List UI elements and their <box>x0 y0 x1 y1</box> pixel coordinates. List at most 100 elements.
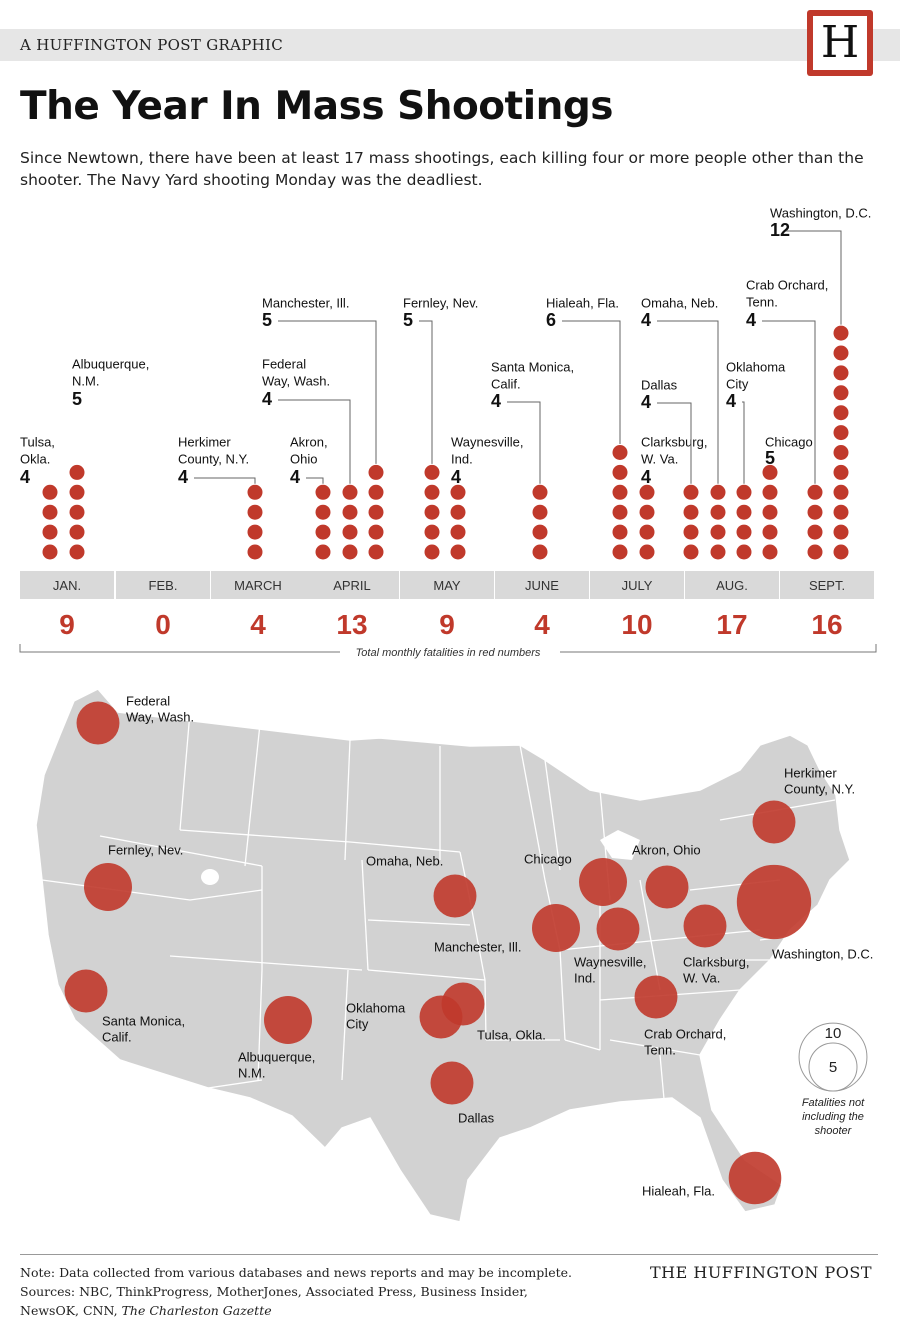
state-border <box>639 879 661 991</box>
incident-count: 4 <box>746 310 756 330</box>
state-border <box>169 955 363 971</box>
incident-city-label: Dallas <box>641 378 678 393</box>
month-total-feb: 0 <box>155 609 171 640</box>
leader-line <box>507 401 541 484</box>
fatality-dot <box>762 464 778 480</box>
fatality-dot <box>612 464 628 480</box>
fatality-dot <box>833 385 849 401</box>
fatality-dot <box>424 464 440 480</box>
fatality-dot <box>639 544 655 560</box>
month-total-sept: 16 <box>811 609 842 640</box>
fatality-dot <box>342 524 358 540</box>
incident-city-label: Manchester, Ill. <box>262 296 349 311</box>
month-label-sept: SEPT. <box>809 578 845 593</box>
incident-city-label: Akron, <box>290 435 328 450</box>
fatality-dot <box>710 524 726 540</box>
fatality-dot <box>368 524 384 540</box>
bubble-label-akron-ohio: Akron, Ohio <box>632 843 701 858</box>
bubble-label-tulsa-okla: Tulsa, Okla. <box>477 1028 546 1043</box>
leader-line <box>278 399 351 484</box>
incident-albuquerque-n-m: Albuquerque, N.M.5 <box>69 357 149 560</box>
footer-divider <box>20 1254 878 1255</box>
incident-count: 12 <box>770 220 790 240</box>
fatality-dot <box>69 504 85 520</box>
bubble-label-herkimer-county-n-y: County, N.Y. <box>784 782 855 797</box>
bubble-fernley-nev <box>84 863 132 911</box>
month-bar-jan <box>20 571 114 599</box>
legend-caption: Fatalities not <box>802 1097 865 1109</box>
fatality-dot <box>532 484 548 500</box>
fatality-dot <box>342 544 358 560</box>
leader-line <box>194 477 256 484</box>
month-label-march: MARCH <box>234 578 282 593</box>
bubble-label-chicago: Chicago <box>524 852 572 867</box>
fatality-dot <box>612 504 628 520</box>
size-legend: 10 5 Fatalities not including the shooter <box>798 1022 868 1137</box>
fatality-dot <box>710 544 726 560</box>
bubble-label-federal-way-wash: Way, Wash. <box>126 710 194 725</box>
fatality-dot <box>833 484 849 500</box>
incident-count: 5 <box>262 310 272 330</box>
month-label-april: APRIL <box>333 578 371 593</box>
incident-crab-orchard-tenn: Crab Orchard, Tenn.4 <box>746 278 828 560</box>
incident-fernley-nev: Fernley, Nev.5 <box>403 296 478 560</box>
fatality-dot <box>42 524 58 540</box>
fatality-dot <box>532 544 548 560</box>
fatality-dot <box>612 544 628 560</box>
note-text: Note: Data collected from various databa… <box>20 1265 573 1280</box>
fatality-dot <box>450 524 466 540</box>
bubble-label-crab-orchard-tenn: Tenn. <box>644 1043 676 1058</box>
state-border <box>341 969 349 1081</box>
bubble-layer <box>64 701 812 1205</box>
incident-count: 5 <box>403 310 413 330</box>
fatality-dot <box>368 504 384 520</box>
incident-count: 4 <box>262 389 272 409</box>
incident-city-label: Okla. <box>20 452 50 467</box>
incident-city-label: County, N.Y. <box>178 452 249 467</box>
fatality-dot <box>612 524 628 540</box>
month-label-may: MAY <box>433 578 461 593</box>
fatality-dot <box>315 504 331 520</box>
fatality-dot <box>315 484 331 500</box>
bubble-label-albuquerque-n-m: Albuquerque, <box>238 1050 315 1065</box>
incident-city-label: Way, Wash. <box>262 374 330 389</box>
fatality-dot <box>532 504 548 520</box>
month-label-july: JULY <box>622 578 653 593</box>
month-label-aug: AUG. <box>716 578 748 593</box>
fatality-dot <box>69 484 85 500</box>
fatality-dot <box>762 484 778 500</box>
incident-city-label: Fernley, Nev. <box>403 296 478 311</box>
bubble-label-clarksburg-w-va: Clarksburg, <box>683 955 749 970</box>
incident-city-label: Waynesville, <box>451 435 523 450</box>
bubble-label-hialeah-fla: Hialeah, Fla. <box>642 1184 715 1199</box>
totals-caption: Total monthly fatalities in red numbers <box>356 647 541 659</box>
state-border <box>244 723 261 867</box>
state-border <box>179 829 461 853</box>
state-border <box>207 1079 263 1089</box>
fatality-dot <box>69 544 85 560</box>
incident-santa-monica-calif: Santa Monica, Calif.4 <box>491 360 574 560</box>
fatality-dot <box>833 544 849 560</box>
month-total-jan: 9 <box>59 609 75 640</box>
incident-city-label: Albuquerque, <box>72 357 149 372</box>
fatality-dot <box>424 504 440 520</box>
incident-city-label: W. Va. <box>641 452 678 467</box>
fatality-dot <box>833 524 849 540</box>
fatality-dot <box>833 504 849 520</box>
incident-count: 6 <box>546 310 556 330</box>
brand-wordmark: THE HUFFINGTON POST <box>649 1263 872 1282</box>
fatality-dot <box>368 464 384 480</box>
great-salt-lake <box>201 869 219 885</box>
incident-city-label: Hialeah, Fla. <box>546 296 619 311</box>
fatality-dot <box>807 524 823 540</box>
state-border <box>609 1039 701 1056</box>
bubble-santa-monica-calif <box>64 969 108 1013</box>
fatality-dot <box>833 345 849 361</box>
incident-count: 4 <box>290 467 300 487</box>
fatality-dot <box>736 524 752 540</box>
incident-city-label: Oklahoma <box>726 360 786 375</box>
fatality-dot <box>833 445 849 460</box>
fatality-dot <box>42 544 58 560</box>
